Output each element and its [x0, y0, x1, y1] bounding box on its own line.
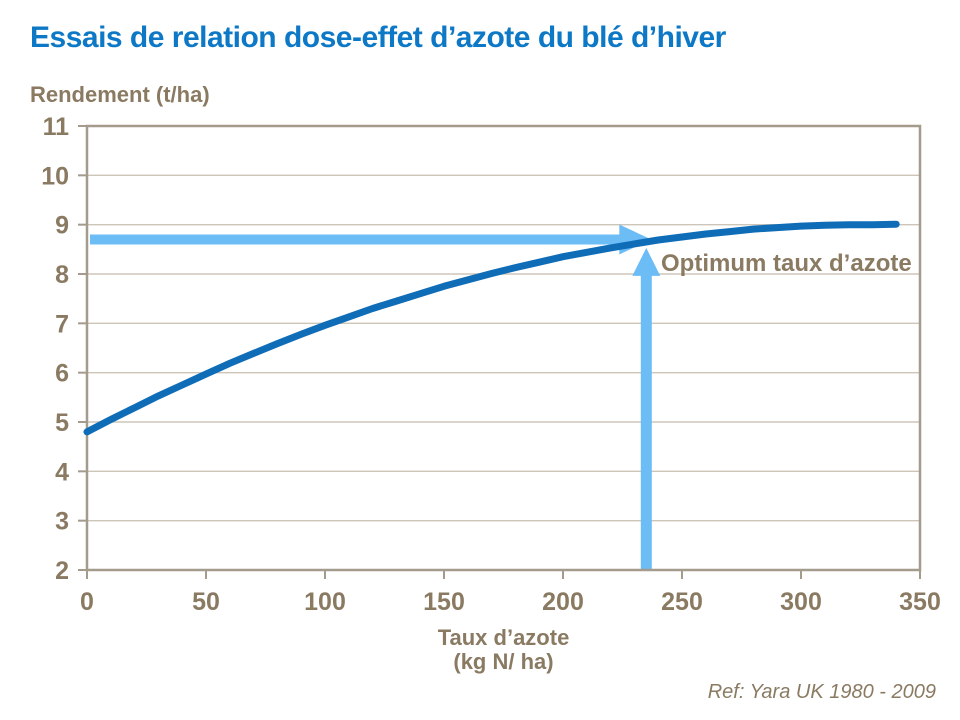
x-tick-label: 300: [780, 588, 822, 616]
x-tick-label: 350: [899, 588, 941, 616]
y-tick-label: 6: [55, 360, 69, 388]
x-tick-label: 150: [423, 588, 465, 616]
y-tick-label: 7: [55, 310, 69, 338]
y-tick-label: 2: [55, 557, 69, 585]
x-tick-label: 200: [542, 588, 584, 616]
optimum-vertical-arrowhead: [632, 247, 661, 276]
y-tick-label: 9: [55, 212, 69, 240]
y-tick-label: 5: [55, 409, 69, 437]
x-axis-title-line2: (kg N/ ha): [453, 649, 554, 674]
page-title: Essais de relation dose-effet d’azote du…: [30, 21, 726, 54]
x-tick-label: 0: [80, 588, 94, 616]
y-tick-label: 3: [55, 508, 69, 536]
y-axis-title: Rendement (t/ha): [30, 82, 210, 107]
optimum-label: Optimum taux d’azote: [661, 250, 912, 277]
y-tick-label: 11: [43, 113, 70, 141]
x-axis-title: Taux d’azote (kg N/ ha): [87, 626, 920, 674]
reference-note: Ref: Yara UK 1980 - 2009: [707, 681, 936, 703]
yield-curve: [83, 220, 900, 436]
plot-border: [85, 124, 922, 572]
x-tick-label: 100: [304, 588, 346, 616]
x-axis-title-line1: Taux d’azote: [437, 625, 570, 650]
y-tick-label: 10: [41, 162, 69, 190]
x-tick-label: 250: [661, 588, 703, 616]
y-tick-label: 4: [55, 458, 69, 486]
y-tick-label: 8: [55, 261, 69, 289]
x-tick-label: 50: [192, 588, 220, 616]
